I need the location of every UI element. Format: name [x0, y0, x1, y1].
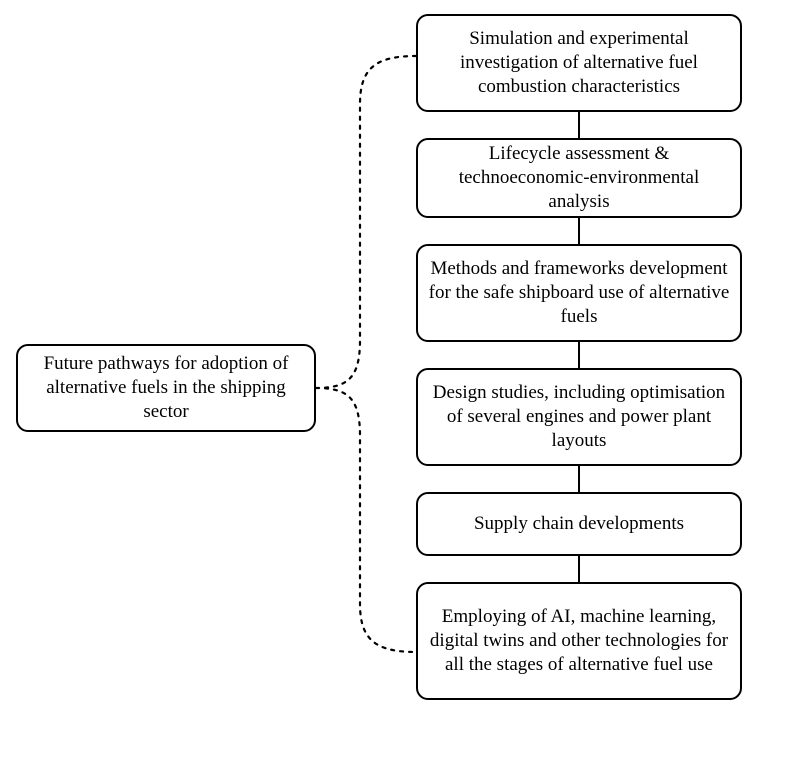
brace-dashed	[316, 56, 416, 652]
child-label: Methods and frameworks development for t…	[428, 257, 730, 328]
child-label: Design studies, including optimisation o…	[428, 381, 730, 452]
child-node-6: Employing of AI, machine learning, digit…	[416, 582, 742, 700]
child-label: Simulation and experimental investigatio…	[428, 27, 730, 98]
root-label: Future pathways for adoption of alternat…	[28, 352, 304, 423]
child-node-1: Simulation and experimental investigatio…	[416, 14, 742, 112]
child-label: Employing of AI, machine learning, digit…	[428, 605, 730, 676]
child-node-5: Supply chain developments	[416, 492, 742, 556]
root-node: Future pathways for adoption of alternat…	[16, 344, 316, 432]
child-label: Supply chain developments	[474, 512, 684, 536]
child-label: Lifecycle assessment & technoeconomic-en…	[428, 142, 730, 213]
child-node-2: Lifecycle assessment & technoeconomic-en…	[416, 138, 742, 218]
child-node-3: Methods and frameworks development for t…	[416, 244, 742, 342]
child-node-4: Design studies, including optimisation o…	[416, 368, 742, 466]
